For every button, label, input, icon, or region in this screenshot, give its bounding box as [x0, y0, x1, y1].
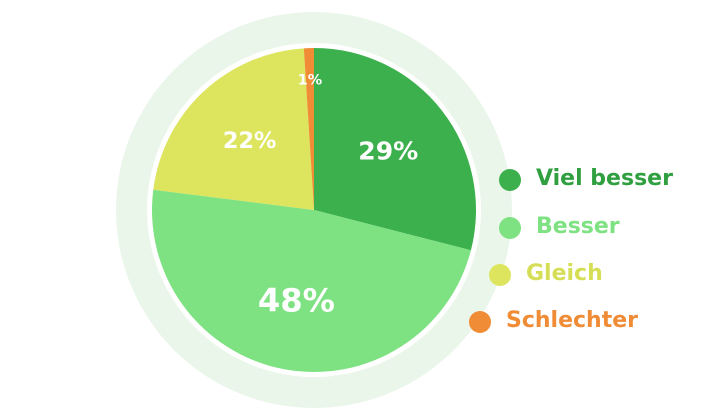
pie-slice	[152, 189, 471, 372]
value-label: 22%	[223, 128, 277, 154]
legend-marker	[489, 264, 511, 286]
legend-marker	[499, 169, 521, 191]
value-label: 1%	[298, 72, 322, 88]
legend-marker	[469, 311, 491, 333]
pie-slice	[303, 48, 314, 210]
legend-marker	[499, 217, 521, 239]
value-label: 48%	[258, 281, 335, 319]
pie-slice	[153, 48, 314, 210]
legend-label: Viel besser	[536, 166, 673, 191]
pie-slice	[314, 48, 476, 251]
legend-label: Gleich	[526, 261, 603, 286]
value-label: 29%	[358, 136, 418, 165]
legend-label: Besser	[536, 214, 620, 239]
legend-label: Schlechter	[506, 308, 638, 333]
